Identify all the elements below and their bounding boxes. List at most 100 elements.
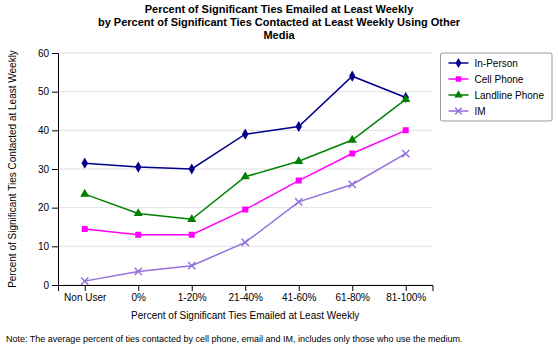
x-tick-mark: [85, 285, 86, 291]
grid: [58, 53, 432, 285]
y-tick-label: 20: [38, 202, 50, 213]
legend-label: Landline Phone: [474, 90, 544, 101]
legend-item: Cell Phone: [448, 74, 523, 85]
legend-label: Cell Phone: [474, 74, 523, 85]
y-axis-title: Percent of Significant Ties Contacted at…: [7, 50, 18, 288]
y-tick-mark: [52, 246, 58, 247]
series-point: [188, 262, 195, 269]
chart-container: Percent of Significant Ties Emailed at L…: [0, 0, 558, 349]
legend-label: IM: [474, 106, 485, 117]
x-tick-label: 21-40%: [229, 292, 264, 303]
note: Note: The average percent of ties contac…: [6, 334, 463, 344]
y-tick: 30: [38, 164, 58, 175]
grid-line: [58, 169, 432, 170]
series-point: [82, 226, 88, 232]
legend-label: In-Person: [474, 58, 517, 69]
legend-frame: [440, 53, 552, 121]
x-tick-label: 61-80%: [336, 292, 371, 303]
x-tick-label: Non User: [64, 292, 107, 303]
y-tick: 20: [38, 202, 58, 213]
x-tick: 1-20%: [178, 285, 207, 303]
series-line: [85, 76, 406, 169]
series-point: [80, 189, 89, 197]
legend-marker: [456, 58, 462, 68]
legend-item: Landline Phone: [448, 90, 544, 101]
grid-line: [58, 91, 432, 92]
y-tick-label: 40: [38, 125, 50, 136]
legend-marker: [455, 108, 462, 115]
y-tick-mark: [52, 169, 58, 170]
series-point: [401, 94, 410, 102]
legend: In-Person Cell Phone Landline Phone IM: [440, 53, 552, 121]
series-point: [294, 156, 303, 164]
y-tick-mark: [52, 92, 58, 93]
y-axis: 0 10 20 30 40 50 60: [38, 48, 59, 291]
series-point: [81, 278, 88, 285]
legend-item: In-Person: [448, 58, 517, 69]
series-point: [242, 129, 248, 140]
series-point: [348, 135, 357, 143]
y-tick: 0: [43, 280, 58, 291]
chart-svg: Percent of Significant Ties Emailed at L…: [0, 0, 558, 349]
y-tick: 60: [38, 48, 58, 59]
series-point: [134, 208, 143, 216]
x-tick-mark: [245, 285, 246, 291]
x-axis-title: Percent of Significant Ties Emailed at L…: [131, 310, 359, 321]
x-tick-label: 0%: [132, 292, 147, 303]
series-point: [187, 214, 196, 222]
series-point: [242, 207, 248, 213]
series-point: [242, 239, 249, 246]
x-tick-label: 1-20%: [178, 292, 207, 303]
y-tick-label: 50: [38, 86, 50, 97]
series-point: [189, 163, 195, 174]
marks: [80, 71, 410, 285]
x-axis: Non User 0% 1-20% 21-40% 41-60% 61-80% 81-100%: [59, 285, 433, 303]
x-tick: Non User: [64, 285, 107, 303]
x-tick: 61-80%: [336, 285, 371, 303]
grid-line: [58, 53, 432, 54]
series-point: [135, 232, 141, 238]
series-point: [189, 232, 195, 238]
x-tick-mark: [138, 285, 139, 291]
grid-line: [58, 246, 432, 247]
x-tick-label: 41-60%: [282, 292, 317, 303]
legend-marker: [456, 76, 461, 81]
series-point: [349, 71, 355, 82]
plot: 0 10 20 30 40 50 60 Non User 0% 1-20% 21-40% 41-60%…: [38, 48, 433, 303]
y-tick-label: 60: [38, 48, 50, 59]
series-point: [82, 158, 88, 169]
x-tick-mark: [192, 285, 193, 291]
x-tick-label: 81-100%: [386, 292, 426, 303]
x-tick: 0%: [132, 285, 147, 303]
y-tick-mark: [52, 285, 58, 286]
title-line: by Percent of Significant Ties Contacted…: [98, 16, 461, 28]
y-tick-label: 10: [38, 241, 50, 252]
y-tick-mark: [52, 53, 58, 54]
series-point: [135, 161, 141, 172]
series-point: [241, 171, 250, 179]
series-point: [349, 181, 356, 188]
y-tick: 40: [38, 125, 58, 136]
y-tick: 10: [38, 241, 58, 252]
x-tick: 81-100%: [386, 285, 426, 303]
x-tick-mark: [352, 285, 353, 291]
series-point: [295, 198, 302, 205]
y-tick-mark: [52, 208, 58, 209]
y-tick-label: 0: [43, 280, 49, 291]
x-tick-mark: [406, 285, 407, 291]
series-point: [403, 127, 409, 133]
series-line: [85, 130, 406, 234]
y-tick-mark: [52, 130, 58, 131]
x-axis-line: [59, 286, 433, 292]
x-tick: 21-40%: [229, 285, 264, 303]
x-tick: 41-60%: [282, 285, 317, 303]
series-point: [296, 178, 302, 184]
legend-marker: [454, 90, 462, 97]
series-line: [85, 99, 406, 219]
title-line: Media: [263, 29, 295, 41]
series-point: [135, 268, 142, 275]
y-axis-line: [52, 54, 59, 286]
series-point: [296, 121, 302, 132]
y-tick-label: 30: [38, 164, 50, 175]
x-tick-mark: [299, 285, 300, 291]
